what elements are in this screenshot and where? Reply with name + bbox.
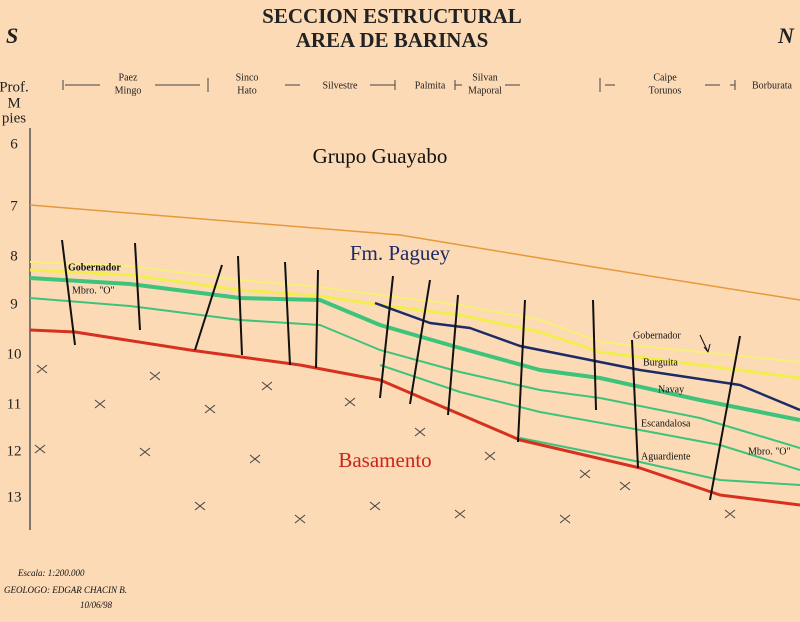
location-label: Silvestre [323,80,359,91]
location-labels: Paez Mingo Sinco Hato Silvestre Palmita Silvan… [115,72,793,96]
location-label: Palmita [415,80,446,91]
depth-tick-label: 10 [7,346,22,362]
depth-label: Prof. [0,79,29,95]
depth-tick-label: 8 [10,248,18,264]
member-label: Gobernador [68,262,121,273]
location-label: Mingo [115,85,142,96]
horizon [374,301,800,412]
member-label: Burguita [643,357,678,368]
depth-tick-label: 11 [7,396,21,412]
depth-label: M [7,95,20,111]
location-label: Maporal [468,85,502,96]
location-label: Hato [237,85,256,96]
north: N [777,23,795,48]
faults [61,239,741,501]
horizon [379,364,800,471]
location-label: Sinco [236,72,259,83]
south: S [6,23,18,48]
basement-symbols [34,364,736,524]
horizon [29,297,800,449]
horizon [519,437,800,486]
depth-tick-label: 9 [10,296,18,312]
date: 10/06/98 [80,600,113,610]
member-label: Escandalosa [641,418,691,429]
scale: Escala: 1:200.000 [17,568,85,578]
geologist: GEOLOGO: EDGAR CHACIN B. [4,585,127,595]
depth-tick-label: 7 [10,198,18,214]
horizon [29,261,800,363]
basement-top [29,328,800,507]
location-dividers [62,78,736,92]
member-label: Mbro. "O" [748,446,791,457]
member-label: Mbro. "O" [72,285,115,296]
member-label: Navay [658,384,684,395]
horizon [29,268,800,380]
depth-label: pies [2,110,26,126]
depth-tick-label: 12 [7,443,22,459]
formation-label: Basamento [338,448,431,472]
depth-tick-label: 13 [7,489,22,505]
location-label: Torunos [649,85,682,96]
title: SECCION ESTRUCTURAL [262,4,522,28]
arrow [699,334,711,353]
depth-ticks: 6 7 8 9 10 11 12 13 [7,136,22,505]
depth-tick-label: 6 [10,136,18,152]
horizon [29,204,800,301]
location-label: Paez [119,72,138,83]
strata [29,204,800,507]
member-label: Aguardiente [641,451,691,462]
location-label: Caipe [653,72,677,83]
member-label: Gobernador [633,330,681,341]
formation-label: Grupo Guayabo [313,144,448,168]
location-label: Silvan [472,72,498,83]
formation-label: Fm. Paguey [350,241,451,265]
subtitle: AREA DE BARINAS [296,28,489,52]
location-label: Borburata [752,80,793,91]
